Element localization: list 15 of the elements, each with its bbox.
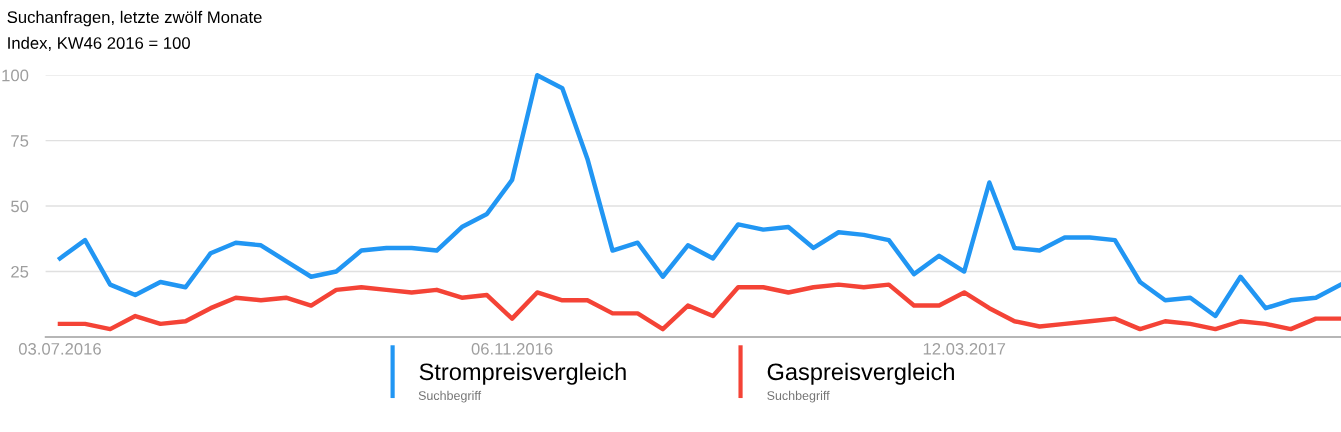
line-series (57, 282, 1341, 332)
text: Suchbegriff (418, 390, 482, 403)
line-series (57, 72, 1341, 319)
legend-label: Strompreisvergleich (419, 362, 626, 385)
y-tick-label: 75 (11, 135, 29, 147)
y-tick-label: 25 (11, 265, 29, 278)
chart-title: Suchanfragen, letzte zwölf Monate (7, 10, 262, 27)
chart-subtitle: Index, KW46 2016 = 100 (8, 36, 190, 51)
legend-label: Gaspreisvergleich (767, 362, 954, 385)
y-tick-label: 100 (2, 69, 29, 82)
y-tick-label: 50 (11, 200, 29, 213)
x-tick-label: 03.07.2016 (18, 342, 101, 355)
x-tick-label: 12.03.2017 (923, 342, 1006, 355)
text: Suchbegriff (767, 390, 830, 403)
x-tick-label: 06.11.2016 (471, 342, 553, 355)
